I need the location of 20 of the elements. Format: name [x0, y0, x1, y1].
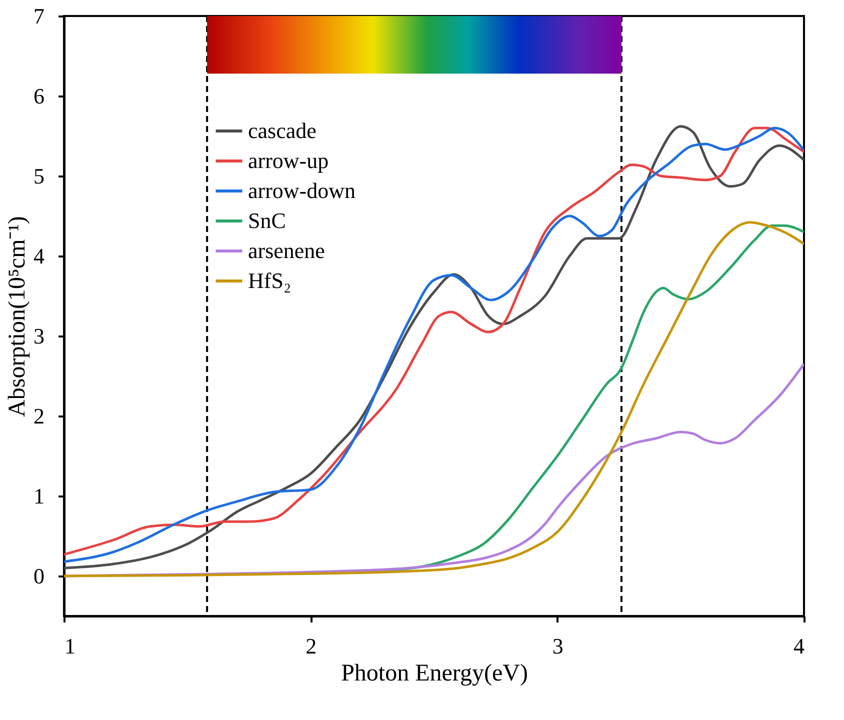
legend-label: arrow-up — [248, 148, 329, 173]
y-tick-label: 6 — [34, 84, 44, 108]
x-tick-label: 1 — [64, 634, 76, 658]
y-tick-label: 4 — [34, 244, 44, 268]
y-tick-label: 3 — [34, 324, 44, 348]
x-tick-label: 3 — [552, 634, 564, 658]
x-tick-label: 4 — [794, 634, 804, 658]
legend-label: SnC — [248, 208, 286, 233]
y-tick-label: 1 — [34, 484, 44, 508]
x-tick-label: 2 — [306, 634, 317, 658]
y-tick-label: 7 — [34, 4, 44, 28]
legend-label: arsenene — [248, 238, 325, 263]
y-tick-label: 5 — [34, 164, 44, 188]
x-axis-title: Photon Energy(eV) — [341, 660, 528, 686]
y-tick-label: 0 — [34, 564, 44, 588]
y-axis-title: Absorption(10⁵cm⁻¹) — [4, 216, 30, 417]
legend-label: cascade — [248, 118, 316, 143]
legend-label: arrow-down — [248, 178, 356, 203]
legend-label: HfS₂ — [248, 268, 292, 293]
y-tick-label: 2 — [34, 404, 44, 428]
